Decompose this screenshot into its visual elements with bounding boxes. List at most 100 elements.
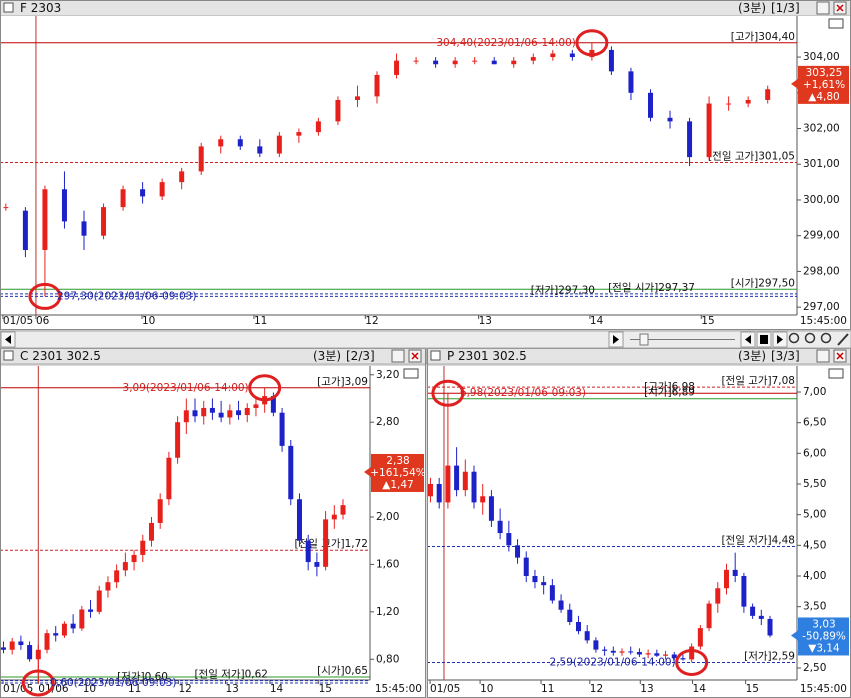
- extreme-label: 304,40(2023/01/06-14:00): [436, 37, 576, 49]
- zoom-out[interactable]: [804, 332, 816, 344]
- x-tick-label: 11: [254, 315, 267, 327]
- panel-menu[interactable]: [828, 368, 844, 379]
- x-axis-area: [0, 680, 426, 698]
- zoom-in[interactable]: [788, 332, 800, 344]
- candle-body: [663, 654, 669, 656]
- candle-body: [315, 121, 321, 133]
- y-tick-label: 6,00: [803, 447, 826, 459]
- highlight-circle: [675, 648, 709, 676]
- candle-body: [22, 210, 28, 250]
- highlight-circle: [28, 282, 62, 310]
- candle-body: [323, 519, 329, 567]
- zoom-reset[interactable]: [820, 332, 832, 344]
- chart-panel: P 2301 302.5(3분)[3/3]2,503,003,504,004,5…: [426, 347, 851, 698]
- candle-body: [335, 99, 341, 122]
- panel-menu[interactable]: [403, 368, 419, 379]
- candle-body: [122, 562, 128, 571]
- checkbox[interactable]: [3, 350, 14, 361]
- y-tick-label: 7,00: [803, 386, 826, 398]
- reference-label: [전일 고가]1,72: [294, 537, 368, 550]
- zoom-thumb[interactable]: [639, 333, 649, 346]
- candle-body: [201, 407, 207, 417]
- icon: [760, 335, 768, 344]
- panel-menu[interactable]: [828, 18, 844, 29]
- candle-body: [183, 410, 189, 423]
- y-tick-label: 297,00: [803, 301, 840, 313]
- candle-body: [81, 221, 87, 236]
- close-icon: [836, 352, 844, 360]
- x-tick-label: 15: [319, 683, 332, 695]
- candle-body: [445, 465, 451, 503]
- candle-body: [159, 182, 165, 197]
- candle-body: [745, 99, 751, 104]
- last-price-pointer: [364, 466, 371, 477]
- candle-body: [192, 410, 198, 417]
- extreme-label: 2,59(2023/01/06-14:00): [550, 656, 676, 668]
- close-icon: [411, 352, 419, 360]
- period: (3분): [313, 349, 341, 363]
- panel-title: C 2301 302.5: [20, 349, 101, 363]
- x-tick-label: 01/05: [3, 315, 33, 327]
- candle-body: [276, 135, 282, 154]
- candle-body: [70, 623, 76, 629]
- y-tick-label: 4,50: [803, 539, 826, 551]
- x-tick-label: 11: [541, 683, 554, 695]
- candle-body: [44, 633, 50, 650]
- candle-body: [715, 588, 721, 604]
- y-tick-label: 300,00: [803, 194, 840, 206]
- candle-body: [140, 189, 146, 197]
- x-axis-area: [427, 680, 851, 698]
- candle-body: [687, 121, 693, 158]
- x-tick-label: 12: [590, 683, 603, 695]
- reference-label: [고가]3,09: [317, 376, 368, 388]
- y-tick-label: 2,80: [376, 416, 399, 428]
- page-indicator: [1/3]: [771, 1, 800, 15]
- candle-body: [436, 483, 442, 503]
- candle-body: [105, 582, 111, 591]
- x-tick-label: 14: [270, 683, 284, 695]
- candle-body: [550, 53, 556, 58]
- x-tick-label: 14: [693, 683, 707, 695]
- change-percent: +161,54%: [370, 467, 426, 479]
- x-tick-label: 12: [178, 683, 191, 695]
- x-end-label: 15:45:00: [375, 683, 422, 695]
- y-tick-label: 1,60: [376, 558, 399, 570]
- candle-body: [157, 499, 163, 523]
- x-tick-label: 06: [36, 315, 50, 327]
- x-end-label: 15:45:00: [800, 683, 847, 695]
- x-tick-label: 10: [83, 683, 96, 695]
- settings[interactable]: [837, 333, 849, 346]
- checkbox[interactable]: [3, 2, 14, 13]
- config-button[interactable]: [816, 349, 830, 363]
- candle-body: [394, 60, 400, 75]
- candle-body: [331, 514, 337, 520]
- reference-label: [전일 저가]0,62: [194, 668, 268, 681]
- change-percent: -50,89%: [802, 630, 846, 642]
- checkbox[interactable]: [430, 350, 441, 361]
- arrow-icon: [5, 335, 11, 344]
- period: (3분): [738, 349, 766, 363]
- highlight-circle: [431, 379, 465, 407]
- candle-body: [680, 658, 686, 660]
- candle-body: [619, 651, 625, 653]
- change-amount: ▲4,80: [808, 91, 839, 103]
- config-button[interactable]: [816, 1, 830, 15]
- y-tick-label: 3,50: [803, 601, 826, 613]
- config-button[interactable]: [391, 349, 405, 363]
- arrow-icon: [613, 335, 619, 344]
- candle-body: [198, 146, 204, 172]
- candle-body: [61, 189, 67, 222]
- candle-body: [593, 640, 599, 650]
- candle-body: [515, 545, 521, 558]
- chart-panel: F 2303 (3분) [1/3] 297,00 298,00 299,00 300,00 3…: [0, 0, 851, 330]
- y-tick-label: 298,00: [803, 265, 840, 277]
- scroll-toolbar: [0, 330, 851, 349]
- candle-body: [166, 457, 172, 500]
- candle-body: [723, 569, 729, 589]
- candle-body: [131, 554, 137, 563]
- candle-body: [497, 520, 503, 534]
- x-tick-label: 12: [365, 315, 378, 327]
- candle-body: [697, 628, 703, 647]
- candle-body: [218, 412, 224, 418]
- candle-body: [530, 57, 536, 61]
